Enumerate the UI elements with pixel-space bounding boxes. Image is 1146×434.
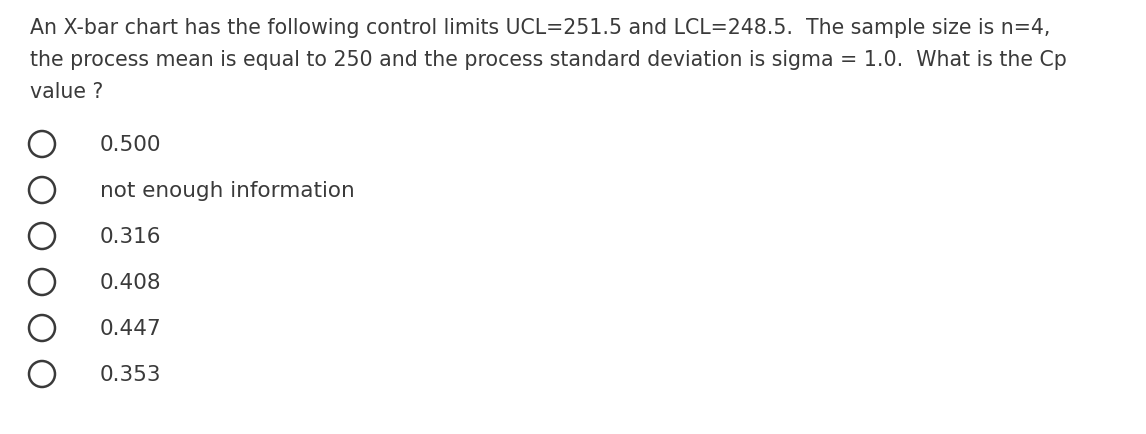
Text: the process mean is equal to 250 and the process standard deviation is sigma = 1: the process mean is equal to 250 and the…	[30, 50, 1067, 70]
Text: 0.408: 0.408	[100, 273, 162, 293]
Text: An X-bar chart has the following control limits UCL=251.5 and LCL=248.5.  The sa: An X-bar chart has the following control…	[30, 18, 1051, 38]
Text: 0.353: 0.353	[100, 364, 162, 384]
Text: 0.447: 0.447	[100, 318, 162, 338]
Text: 0.500: 0.500	[100, 135, 162, 155]
Text: 0.316: 0.316	[100, 227, 162, 247]
Text: value ?: value ?	[30, 82, 103, 102]
Text: not enough information: not enough information	[100, 181, 355, 201]
